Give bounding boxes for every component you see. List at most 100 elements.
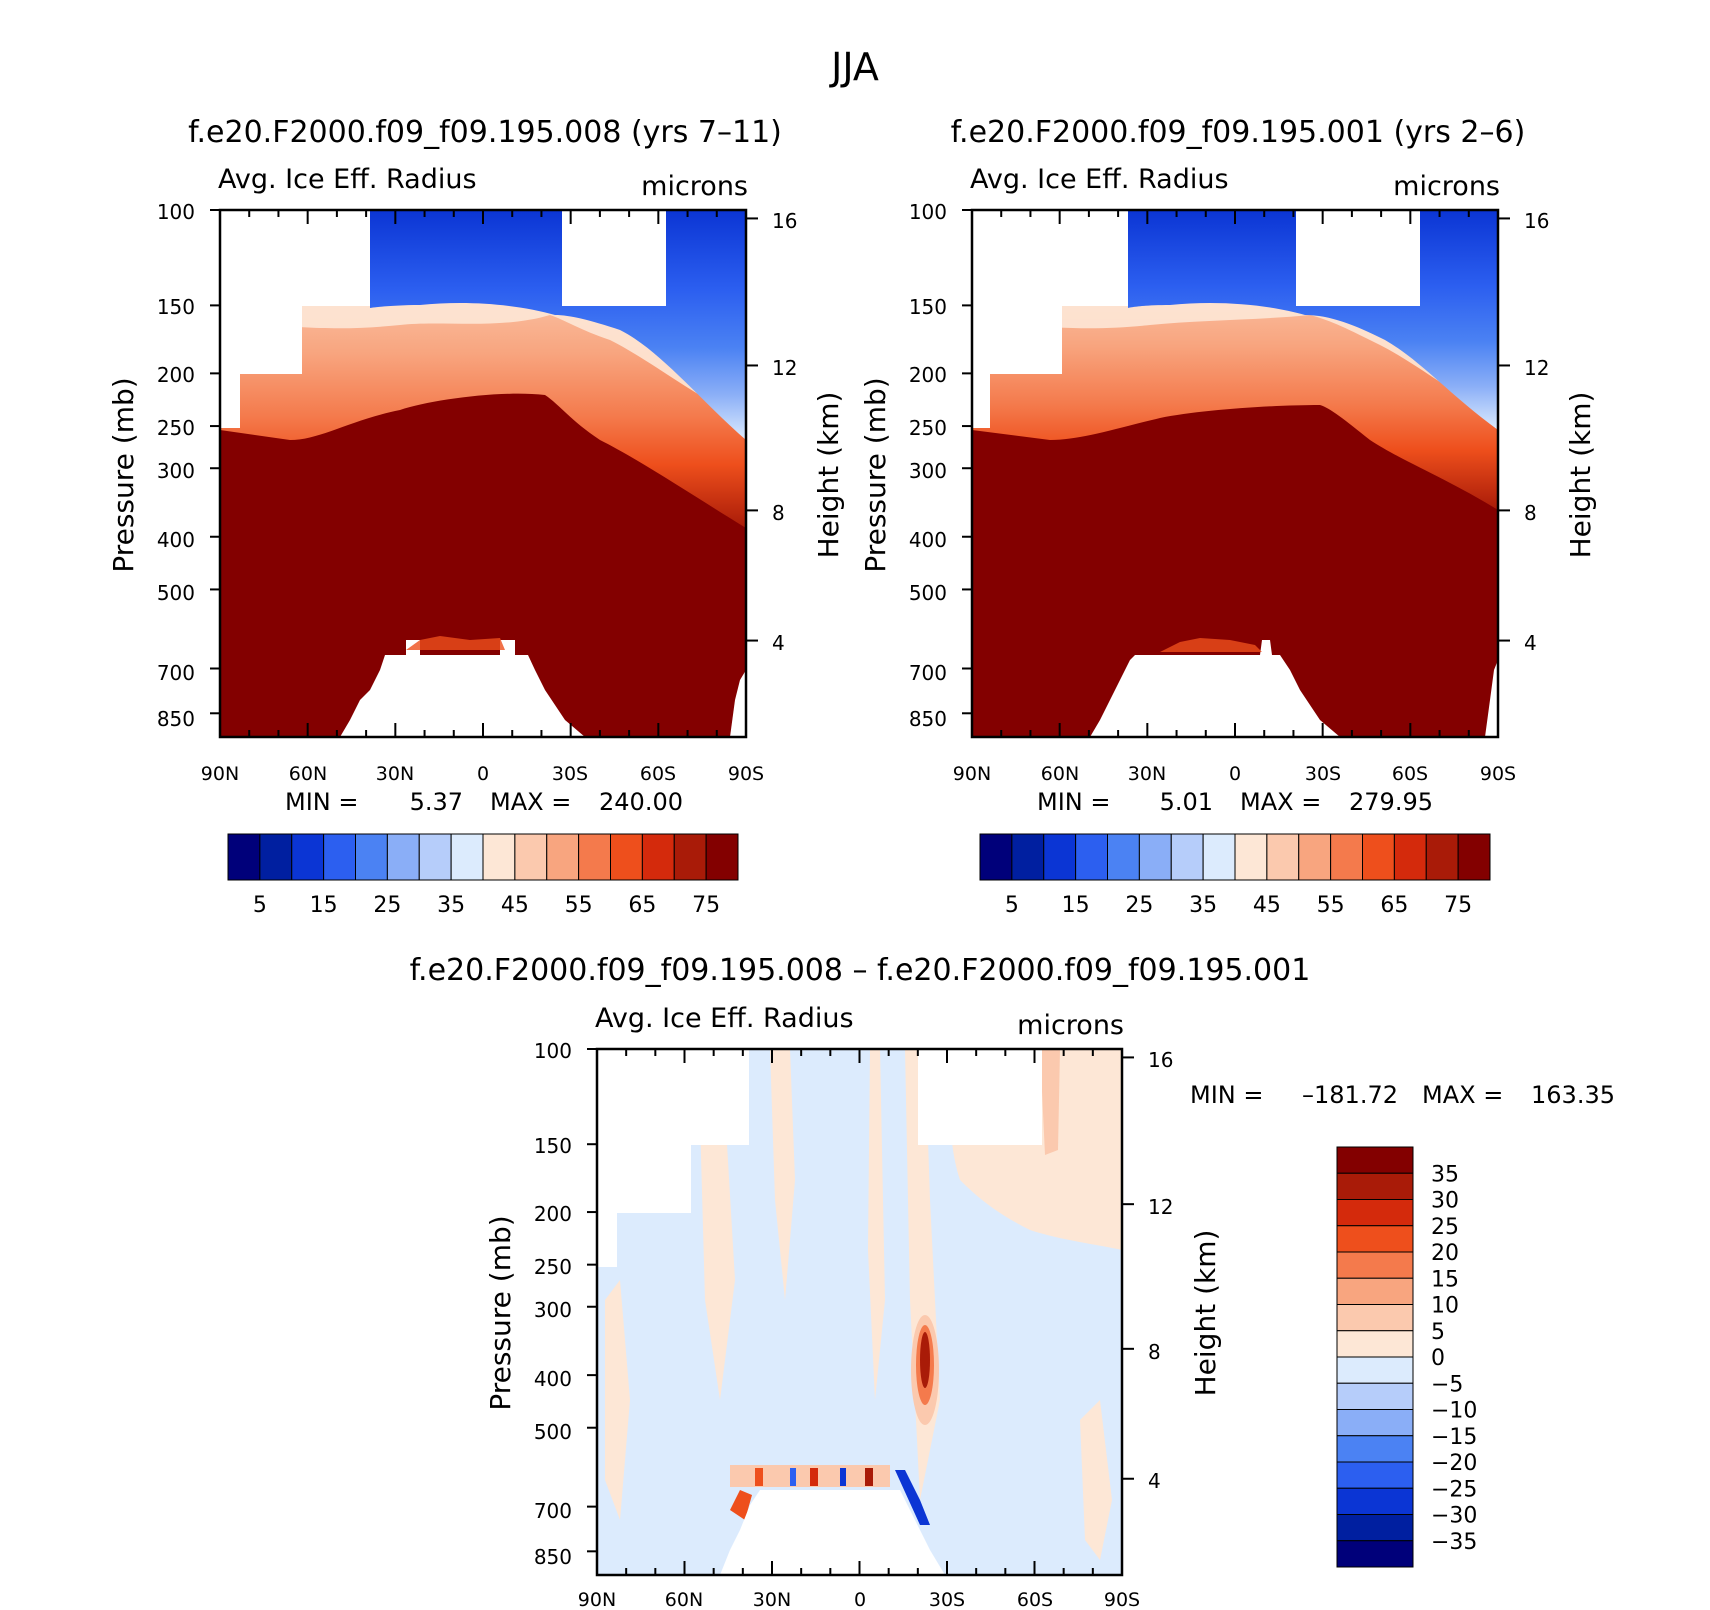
y-tick-label: 850 bbox=[534, 1545, 572, 1569]
colorbar-label: 25 bbox=[373, 893, 401, 918]
y-tick-label: 850 bbox=[157, 707, 195, 731]
y-tick-label: 250 bbox=[534, 1255, 572, 1279]
colorbar-label: −35 bbox=[1431, 1530, 1477, 1555]
colorbar-swatch bbox=[1011, 833, 1045, 881]
y-right-tick-label: 16 bbox=[772, 209, 797, 233]
y-tick-label: 150 bbox=[909, 295, 947, 319]
colorbar-swatch bbox=[1362, 833, 1395, 881]
min-value: 5.01 bbox=[1160, 788, 1213, 816]
colorbar-label: 20 bbox=[1431, 1241, 1459, 1266]
max-label: MAX = bbox=[1422, 1081, 1503, 1109]
x-tick-label: 30S bbox=[1305, 763, 1341, 785]
contour-field bbox=[597, 1049, 1122, 1575]
min-label: MIN = bbox=[1037, 788, 1110, 816]
colorbar-label: 25 bbox=[1125, 893, 1153, 918]
panel-model-008: f.e20.F2000.f09_f09.195.008 (yrs 7–11) A… bbox=[107, 115, 845, 918]
max-value: 279.95 bbox=[1349, 788, 1433, 816]
variable-label: Avg. Ice Eff. Radius bbox=[595, 1003, 854, 1034]
colorbar-swatch bbox=[386, 833, 420, 881]
y-right-axis-label: Height (km) bbox=[1189, 1230, 1222, 1397]
y-tick-label: 100 bbox=[909, 200, 947, 224]
colorbar-swatch bbox=[1393, 833, 1427, 881]
colorbar-swatch bbox=[1336, 1277, 1414, 1305]
x-tick-label: 0 bbox=[854, 1589, 866, 1610]
colorbar-label: 65 bbox=[1380, 893, 1408, 918]
colorbar-swatch bbox=[418, 833, 452, 881]
colorbar-label: 45 bbox=[501, 893, 529, 918]
colorbar-label: 5 bbox=[1005, 893, 1019, 918]
colorbar-swatch bbox=[1170, 833, 1204, 881]
colorbar-swatch bbox=[291, 833, 325, 881]
colorbar-label: 35 bbox=[437, 893, 465, 918]
colorbar-label: 65 bbox=[628, 893, 656, 918]
colorbar-swatch bbox=[1336, 1146, 1414, 1174]
colorbar-label: 5 bbox=[1431, 1320, 1445, 1345]
max-value: 240.00 bbox=[599, 788, 683, 816]
y-tick-label: 100 bbox=[157, 200, 195, 224]
y-tick-label: 300 bbox=[909, 459, 947, 483]
y-tick-label: 700 bbox=[909, 661, 947, 685]
x-tick-label: 90N bbox=[201, 763, 239, 785]
panel-title: f.e20.F2000.f09_f09.195.001 (yrs 2–6) bbox=[951, 115, 1526, 150]
colorbar-swatch bbox=[1336, 1461, 1414, 1489]
y-tick-label: 300 bbox=[157, 459, 195, 483]
min-value: –181.72 bbox=[1302, 1081, 1398, 1109]
y-tick-label: 150 bbox=[157, 295, 195, 319]
y-right-tick-label: 4 bbox=[1148, 1469, 1161, 1493]
colorbar-swatch bbox=[673, 833, 707, 881]
variable-label: Avg. Ice Eff. Radius bbox=[218, 164, 477, 195]
y-tick-label: 500 bbox=[157, 581, 195, 605]
x-tick-label: 30N bbox=[376, 763, 414, 785]
y-right-axis-label: Height (km) bbox=[812, 392, 845, 559]
y-tick-label: 250 bbox=[909, 416, 947, 440]
colorbar-label: 35 bbox=[1189, 893, 1217, 918]
x-tick-label: 60N bbox=[289, 763, 327, 785]
colorbar-swatch bbox=[610, 833, 643, 881]
colorbar-swatch bbox=[1336, 1330, 1414, 1358]
y-tick-label: 400 bbox=[534, 1367, 572, 1391]
contour-field bbox=[972, 210, 1498, 737]
colorbar-label: 55 bbox=[565, 893, 593, 918]
y-right-tick-label: 12 bbox=[1524, 356, 1549, 380]
panel-title: f.e20.F2000.f09_f09.195.008 (yrs 7–11) bbox=[188, 115, 782, 150]
colorbar-label: 55 bbox=[1317, 893, 1345, 918]
y-right-tick-label: 8 bbox=[1148, 1340, 1161, 1364]
y-right-tick-label: 12 bbox=[1148, 1195, 1173, 1219]
panel-difference: f.e20.F2000.f09_f09.195.008 – f.e20.F200… bbox=[410, 953, 1615, 1610]
colorbar-swatch bbox=[641, 833, 675, 881]
colorbar-label: −30 bbox=[1431, 1504, 1477, 1529]
figure-title: JJA bbox=[829, 45, 879, 89]
colorbar-swatch bbox=[1336, 1487, 1414, 1515]
colorbar-swatch bbox=[1336, 1409, 1414, 1437]
colorbar-swatch bbox=[578, 833, 611, 881]
y-tick-label: 100 bbox=[534, 1039, 572, 1063]
y-tick-label: 200 bbox=[157, 363, 195, 387]
x-tick-label: 60N bbox=[665, 1589, 703, 1610]
y-right-axis-label: Height (km) bbox=[1564, 392, 1597, 559]
min-label: MIN = bbox=[285, 788, 358, 816]
colorbar-swatch bbox=[1336, 1172, 1414, 1200]
y-right-tick-label: 4 bbox=[1524, 631, 1537, 655]
y-axis-label: Pressure (mb) bbox=[107, 377, 140, 572]
colorbar-swatch bbox=[1202, 833, 1236, 881]
colorbar-swatch bbox=[1107, 833, 1140, 881]
y-right-tick-label: 16 bbox=[1524, 209, 1549, 233]
colorbar-label: 15 bbox=[1431, 1267, 1459, 1292]
colorbar-swatch bbox=[1336, 1356, 1414, 1384]
colorbar-swatch bbox=[1336, 1382, 1414, 1410]
colorbar-swatch bbox=[1425, 833, 1459, 881]
x-tick-label: 90S bbox=[728, 763, 764, 785]
colorbar-swatch bbox=[1298, 833, 1332, 881]
colorbar-label: 30 bbox=[1431, 1189, 1459, 1214]
x-tick-label: 60S bbox=[640, 763, 676, 785]
colorbar-swatch bbox=[979, 833, 1013, 881]
colorbar-label: 45 bbox=[1253, 893, 1281, 918]
y-tick-label: 850 bbox=[909, 707, 947, 731]
colorbar-swatch bbox=[450, 833, 484, 881]
colorbar-swatch bbox=[1336, 1540, 1414, 1568]
colorbar-swatch bbox=[1330, 833, 1363, 881]
y-tick-label: 400 bbox=[909, 528, 947, 552]
colorbar-label: −20 bbox=[1431, 1451, 1477, 1476]
x-tick-label: 90S bbox=[1480, 763, 1516, 785]
